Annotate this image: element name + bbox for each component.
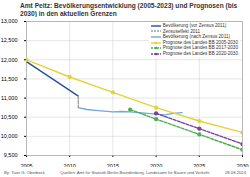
html-text:Bevölkerung (vor Zensus 2011): Bevölkerung (vor Zensus 2011) bbox=[162, 23, 227, 28]
svg-text:2025: 2025 bbox=[193, 163, 205, 167]
svg-text:10,000: 10,000 bbox=[1, 133, 18, 139]
html-text:Zensuseffekt 2011: Zensuseffekt 2011 bbox=[162, 28, 200, 34]
svg-text:12,000: 12,000 bbox=[1, 57, 18, 63]
svg-text:13,000: 13,000 bbox=[1, 18, 18, 24]
svg-text:2010: 2010 bbox=[64, 163, 76, 167]
svg-text:2015: 2015 bbox=[107, 163, 119, 167]
svg-text:11,000: 11,000 bbox=[1, 95, 17, 101]
html-text:Amt Peitz: Bevölkerungsentwick: Amt Peitz: Bevölkerungsentwicklung (2005… bbox=[20, 2, 238, 17]
html-text:Prognose des Landes BB 2020-20: Prognose des Landes BB 2020-2030 bbox=[162, 51, 238, 56]
html-text:By: Tiani G. Oberbeck: By: Tiani G. Oberbeck bbox=[4, 169, 45, 175]
html-text:Prognose des Landes BB 2005-20: Prognose des Landes BB 2005-2030 bbox=[162, 39, 238, 45]
svg-text:2030: 2030 bbox=[236, 163, 248, 167]
svg-text:2020: 2020 bbox=[150, 163, 162, 167]
html-text:Prognose des Landes BB 2017-20: Prognose des Landes BB 2017-2030 bbox=[162, 45, 238, 51]
svg-text:11,500: 11,500 bbox=[1, 76, 17, 82]
svg-text:12,500: 12,500 bbox=[1, 37, 18, 43]
svg-text:10,500: 10,500 bbox=[1, 114, 18, 120]
html-text:28.08.2024: 28.08.2024 bbox=[225, 169, 246, 175]
html-text:Bevölkerung (nach Zensus 2011): Bevölkerung (nach Zensus 2011) bbox=[162, 34, 230, 40]
svg-text:9,500: 9,500 bbox=[4, 152, 18, 158]
html-text:Quellen: Amt für Statistik Ber: Quellen: Amt für Statistik Berlin-Brande… bbox=[60, 169, 210, 175]
svg-text:2005: 2005 bbox=[20, 163, 32, 167]
